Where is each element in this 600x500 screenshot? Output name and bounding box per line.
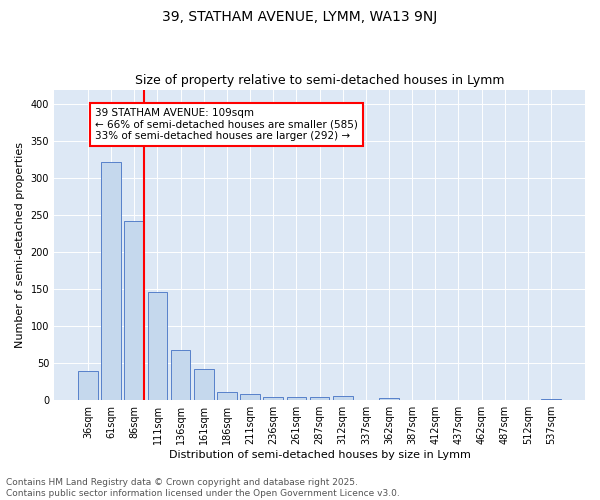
- Bar: [78, 370, 98, 400]
- Bar: [124, 221, 144, 400]
- Bar: [101, 162, 121, 400]
- Bar: [333, 396, 353, 400]
- Bar: [194, 369, 214, 400]
- Text: 39, STATHAM AVENUE, LYMM, WA13 9NJ: 39, STATHAM AVENUE, LYMM, WA13 9NJ: [163, 10, 437, 24]
- Bar: [287, 396, 306, 400]
- Bar: [240, 394, 260, 400]
- Y-axis label: Number of semi-detached properties: Number of semi-detached properties: [15, 142, 25, 348]
- Bar: [148, 292, 167, 400]
- Bar: [310, 396, 329, 400]
- X-axis label: Distribution of semi-detached houses by size in Lymm: Distribution of semi-detached houses by …: [169, 450, 470, 460]
- Bar: [379, 398, 399, 400]
- Text: Contains HM Land Registry data © Crown copyright and database right 2025.
Contai: Contains HM Land Registry data © Crown c…: [6, 478, 400, 498]
- Bar: [217, 392, 237, 400]
- Title: Size of property relative to semi-detached houses in Lymm: Size of property relative to semi-detach…: [135, 74, 504, 87]
- Bar: [541, 398, 561, 400]
- Bar: [171, 350, 190, 400]
- Text: 39 STATHAM AVENUE: 109sqm
← 66% of semi-detached houses are smaller (585)
33% of: 39 STATHAM AVENUE: 109sqm ← 66% of semi-…: [95, 108, 358, 141]
- Bar: [263, 397, 283, 400]
